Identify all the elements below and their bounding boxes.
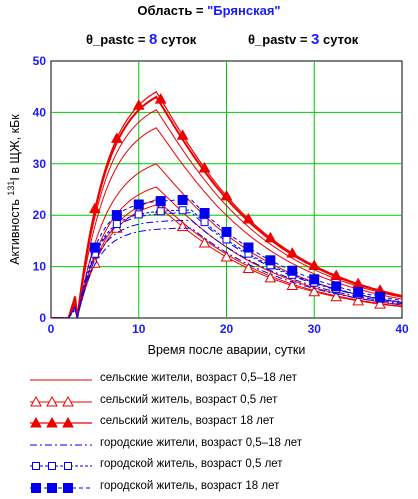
data-point — [178, 195, 187, 204]
legend-marker — [64, 483, 73, 492]
y-tick-label: 20 — [33, 208, 47, 222]
legend-marker — [49, 463, 56, 470]
legend-marker — [65, 463, 72, 470]
legend-label: городские жители, возраст 0,5–18 лет — [100, 437, 302, 449]
data-point — [201, 219, 208, 226]
data-point — [222, 227, 231, 236]
x-tick-label: 30 — [308, 322, 322, 336]
data-point — [135, 211, 142, 218]
legend-label: сельский житель, возраст 0,5 лет — [100, 394, 277, 406]
legend-label: городской житель, возраст 0,5 лет — [100, 458, 283, 470]
legend-swatch — [26, 370, 96, 390]
data-point — [156, 197, 165, 206]
data-point — [223, 236, 230, 243]
data-point — [157, 208, 164, 215]
data-point — [90, 243, 99, 252]
y-tick-label: 0 — [39, 311, 46, 325]
legend-label: сельский житель, возраст 18 лет — [100, 415, 274, 427]
activity-chart: 0 10 20 30 40 0 10 20 30 40 50 Время после аварии, … — [0, 0, 418, 370]
data-point — [200, 208, 209, 217]
legend-item: городские жители, возраст 0,5–18 лет — [26, 435, 406, 457]
x-tick-label: 0 — [48, 322, 55, 336]
x-tick-label: 10 — [132, 322, 146, 336]
data-point — [376, 292, 385, 301]
x-axis-label: Время после аварии, сутки — [148, 343, 306, 357]
y-tick-label: 50 — [33, 54, 47, 68]
legend-marker — [32, 483, 41, 492]
legend-swatch — [26, 435, 96, 455]
x-tick-label: 20 — [220, 322, 234, 336]
y-tick-label: 30 — [33, 157, 47, 171]
legend-swatch — [26, 456, 96, 476]
legend-swatch — [26, 392, 96, 412]
data-point — [244, 243, 253, 252]
data-point — [134, 200, 143, 209]
legend-label: городской житель, возраст 18 лет — [100, 480, 279, 492]
data-point — [112, 211, 121, 220]
data-point — [179, 207, 186, 214]
data-point — [354, 288, 363, 297]
legend-swatch — [26, 478, 96, 498]
legend-item: сельский житель, возраст 0,5 лет — [26, 392, 406, 414]
chart-legend: сельские жители, возраст 0,5–18 лет сельс… — [26, 370, 406, 499]
legend-label: сельские жители, возраст 0,5–18 лет — [100, 372, 297, 384]
y-axis-label: Активность 131I в ЩЖ, кБк — [6, 114, 22, 265]
legend-swatch — [26, 413, 96, 433]
legend-item: городской житель, возраст 0,5 лет — [26, 456, 406, 478]
legend-item: городской житель, возраст 18 лет — [26, 478, 406, 499]
legend-item: сельские жители, возраст 0,5–18 лет — [26, 370, 406, 392]
y-tick-label: 10 — [33, 260, 47, 274]
data-point — [113, 221, 120, 228]
data-point — [310, 275, 319, 284]
x-tick-label: 40 — [395, 322, 409, 336]
data-point — [288, 266, 297, 275]
y-tick-label: 40 — [33, 105, 47, 119]
legend-marker — [33, 463, 40, 470]
data-point — [332, 282, 341, 291]
data-point — [266, 256, 275, 265]
legend-marker — [48, 483, 57, 492]
legend-item: сельский житель, возраст 18 лет — [26, 413, 406, 435]
